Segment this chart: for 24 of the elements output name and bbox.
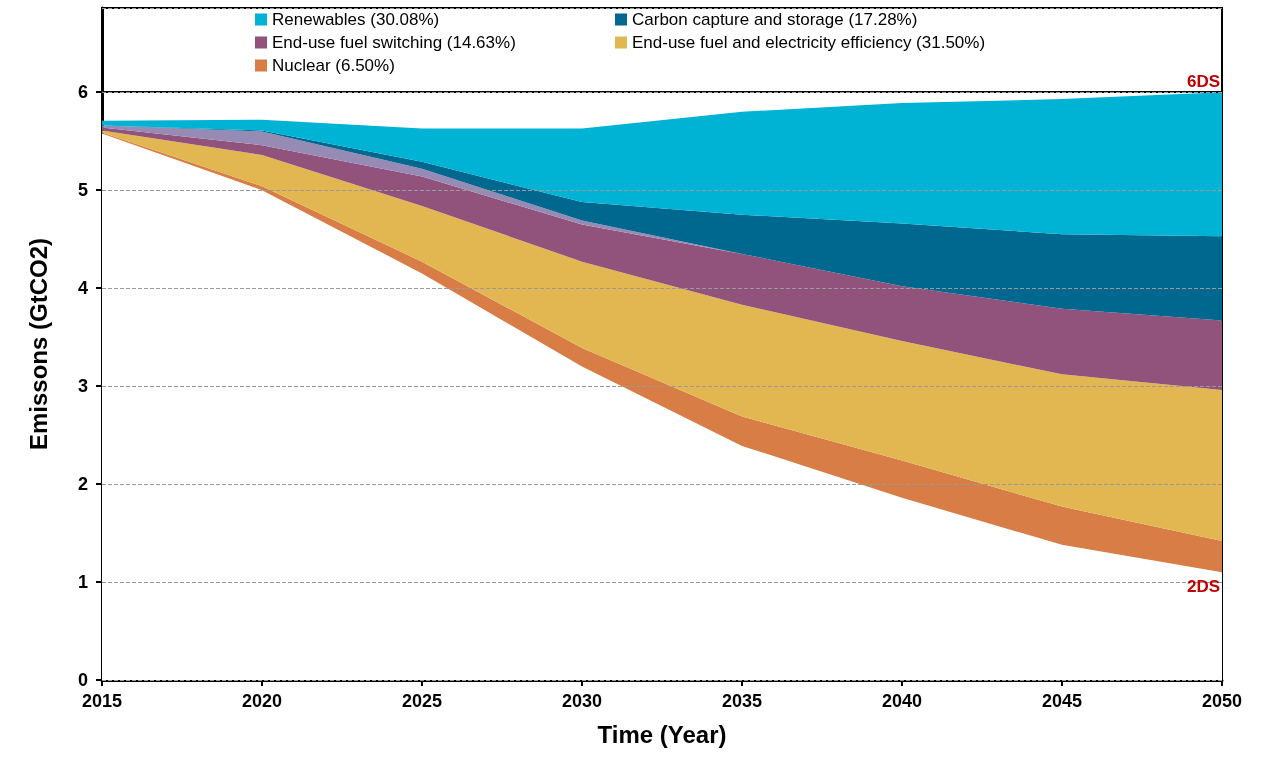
legend-label: Renewables (30.08%)	[272, 10, 440, 29]
annotation: 2DS	[1186, 577, 1220, 597]
y-tick-label: 5	[77, 180, 88, 201]
y-tick-label: 4	[77, 278, 88, 299]
y-tick-label: 2	[77, 474, 88, 495]
y-tick-label: 1	[77, 572, 88, 593]
legend-label: Nuclear (6.50%)	[272, 56, 395, 75]
x-tick-label: 2045	[1041, 691, 1083, 711]
legend-label: End-use fuel switching (14.63%)	[272, 33, 516, 52]
x-tick-label: 2025	[401, 691, 443, 711]
legend-label: Carbon capture and storage (17.28%)	[632, 10, 918, 29]
y-tick-label: 3	[77, 376, 88, 397]
x-tick-label: 2020	[241, 691, 283, 711]
y-tick-label: 0	[77, 670, 88, 690]
x-tick-label: 2030	[561, 691, 603, 711]
ref-line-label: 6DS	[1186, 72, 1220, 92]
x-tick-label: 2015	[81, 691, 123, 711]
legend-label: End-use fuel and electricity efficiency (31.50%)	[632, 33, 986, 52]
x-tick-label: 2050	[1201, 691, 1243, 711]
x-tick-label: 2035	[721, 691, 763, 711]
x-tick-label: 2040	[881, 691, 923, 711]
y-axis-title: Emissons (GtCO2)	[24, 237, 52, 451]
y-tick-label: 6	[77, 82, 88, 103]
x-axis-title: Time (Year)	[597, 720, 727, 748]
